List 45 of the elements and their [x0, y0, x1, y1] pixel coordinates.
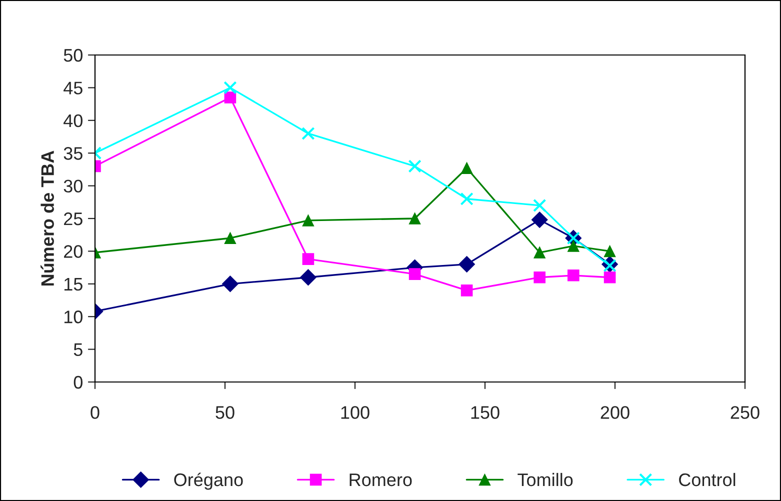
legend-label: Tomillo [518, 472, 573, 486]
point [458, 256, 476, 272]
point [224, 232, 236, 244]
point [302, 253, 314, 265]
x-tick-label: 50 [216, 406, 234, 419]
y-tick-label: 50 [64, 48, 82, 62]
point [567, 240, 580, 252]
legend-label: Orégano [174, 472, 243, 490]
y-tick-label: 45 [64, 82, 82, 94]
point [408, 268, 421, 280]
x-tick-label: 100 [341, 406, 370, 419]
y-tick-label: 10 [64, 310, 82, 324]
point [534, 271, 546, 284]
point [408, 160, 422, 173]
point [460, 284, 473, 296]
point [408, 212, 421, 224]
y-tick-label: 20 [64, 245, 82, 258]
y-tick-label: 25 [64, 212, 82, 226]
legend-label: Control [679, 472, 736, 486]
point [302, 126, 315, 140]
point [224, 81, 237, 94]
x-tick-label: 250 [730, 406, 760, 419]
y-tick-label: 30 [64, 180, 82, 193]
y-tick-label: 5 [74, 343, 82, 356]
point [531, 212, 548, 228]
point [460, 162, 473, 174]
legend-label: Romero [350, 474, 412, 486]
x-tick-label: 0 [90, 406, 100, 419]
point [222, 276, 238, 292]
y-tick-label: 35 [64, 147, 82, 160]
y-tick-label: 15 [64, 278, 82, 291]
point [300, 269, 316, 286]
point [567, 269, 580, 282]
point [604, 245, 616, 258]
x-tick-label: 150 [471, 406, 500, 419]
point [533, 198, 546, 212]
point [224, 92, 236, 104]
point [460, 192, 474, 206]
point [302, 214, 314, 226]
y-axis-title: Número de TBA [40, 150, 54, 286]
y-tick-label: 0 [74, 376, 82, 389]
x-tick-label: 200 [600, 406, 630, 419]
point [604, 271, 616, 284]
y-tick-label: 40 [64, 114, 82, 128]
point [534, 246, 546, 258]
